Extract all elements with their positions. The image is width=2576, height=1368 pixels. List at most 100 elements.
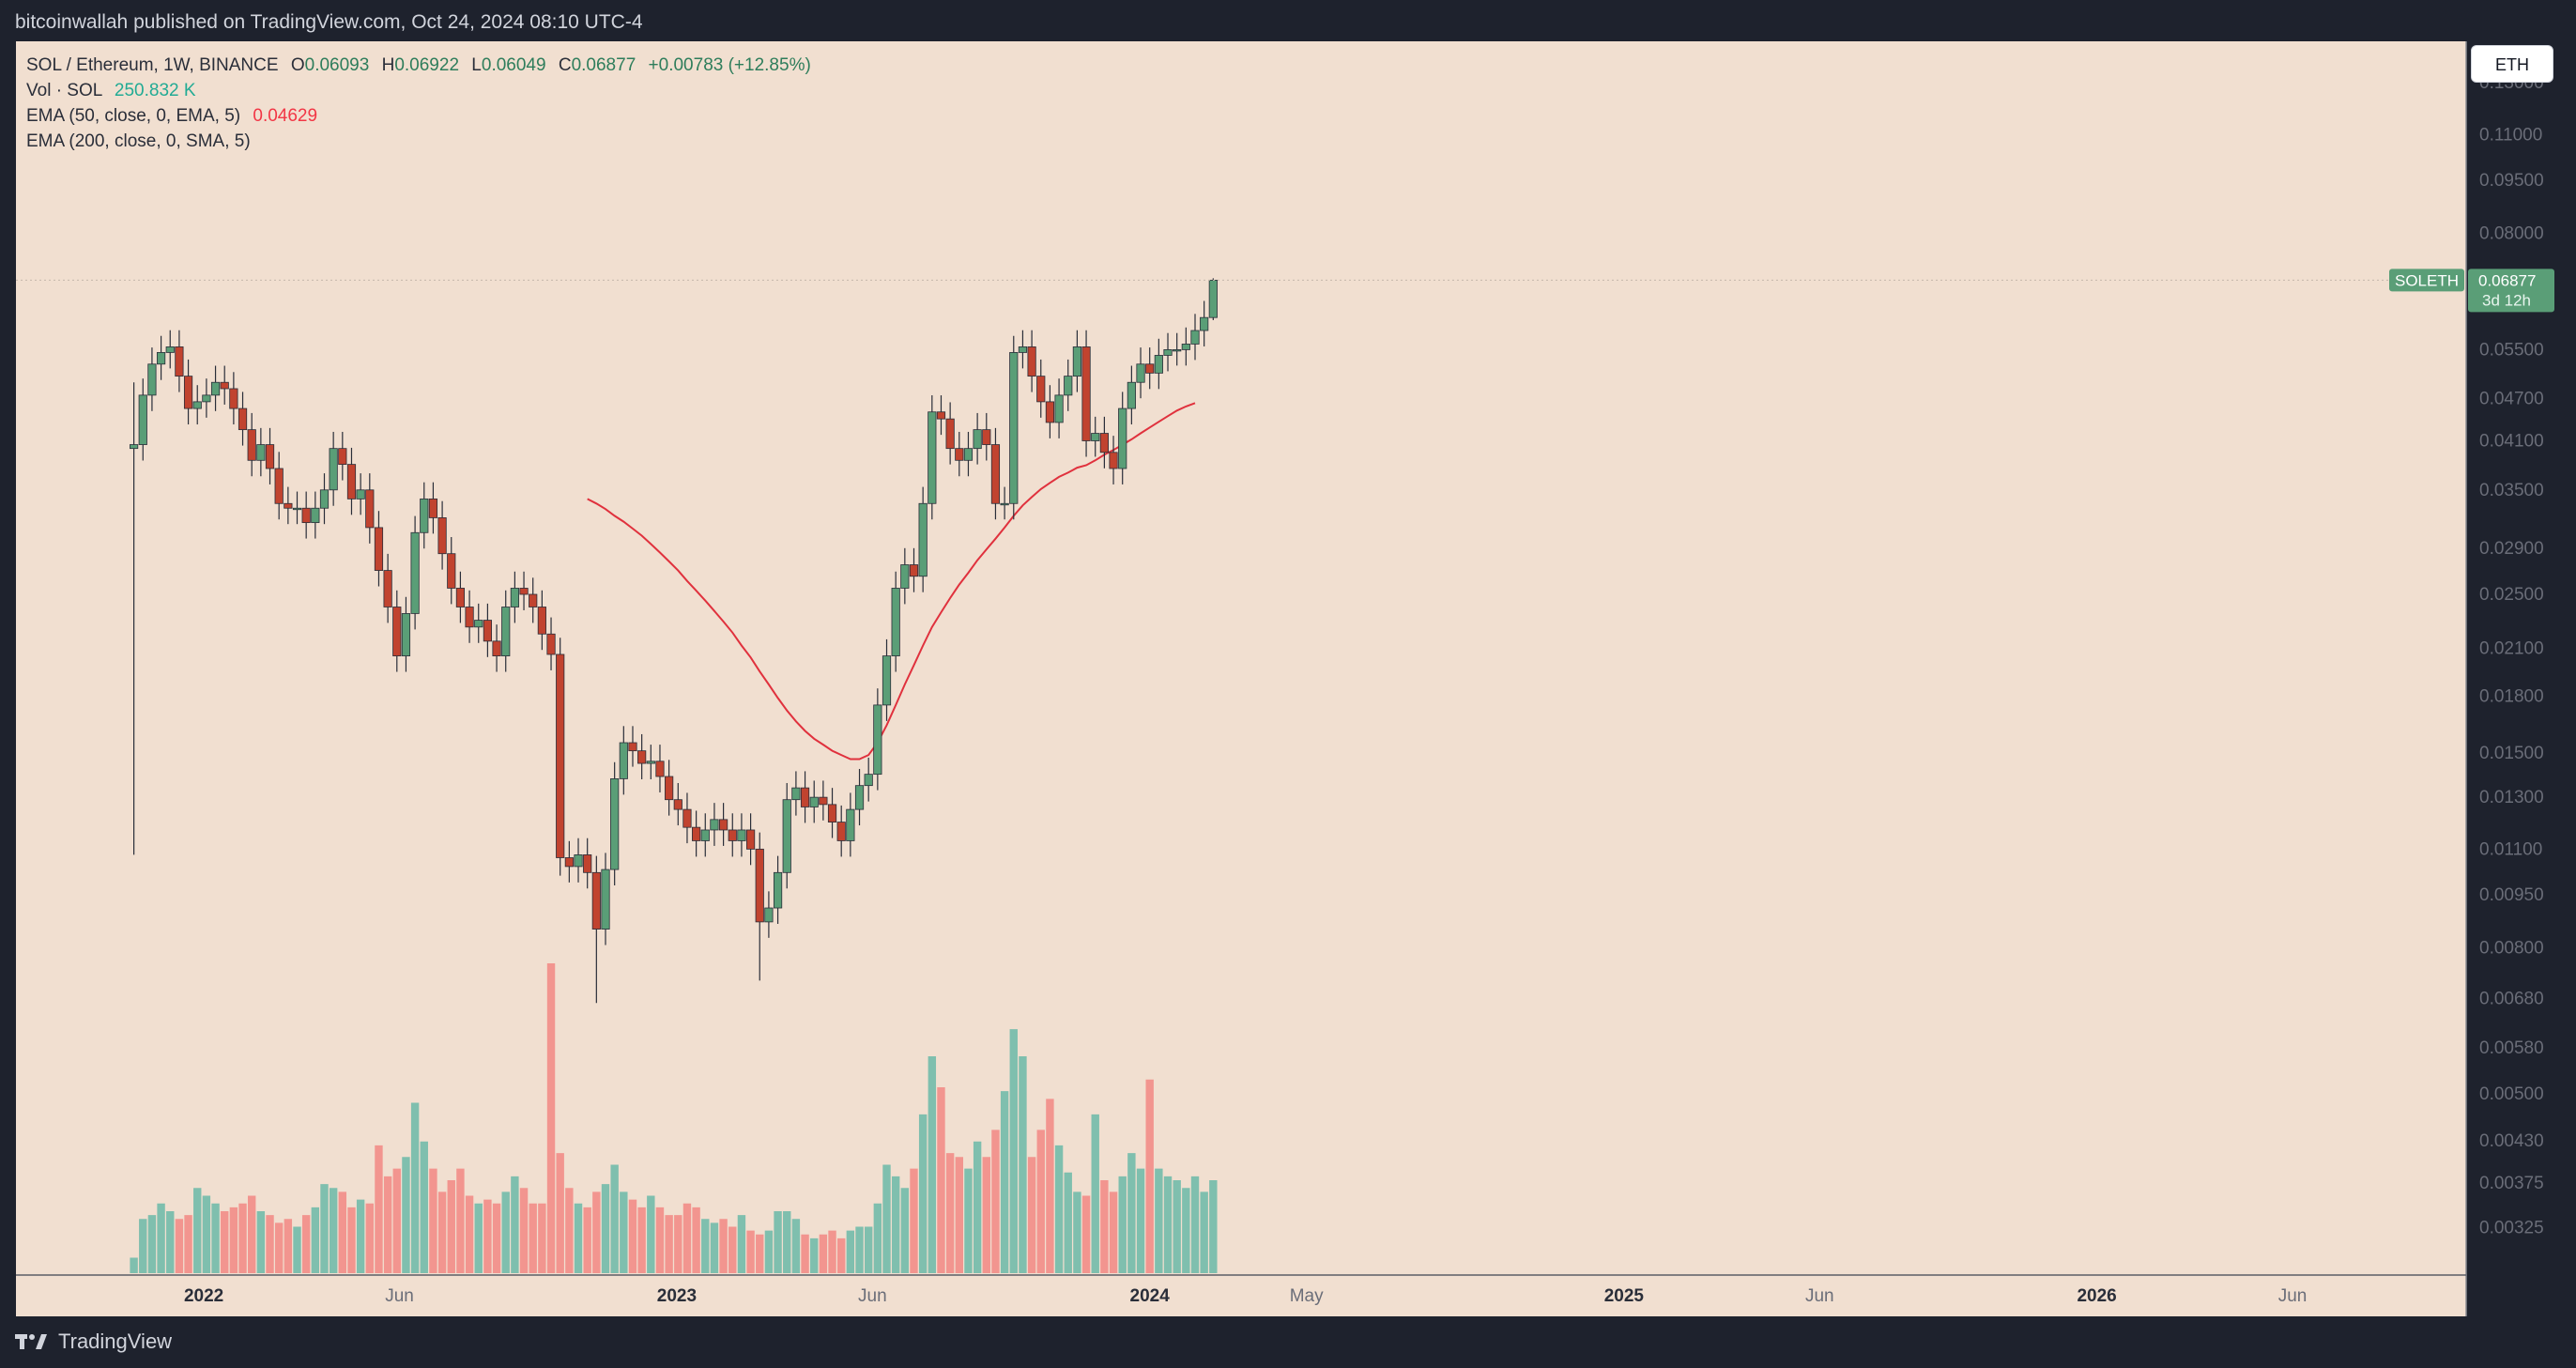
candle-body [156, 352, 166, 365]
change-value: +0.00783 (+12.85%) [648, 55, 811, 75]
volume-bar [1100, 1180, 1109, 1273]
legend-ema50-row[interactable]: EMA (50, close, 0, EMA, 5) 0.04629 [26, 103, 811, 129]
volume-bar [1155, 1168, 1163, 1273]
candle [383, 553, 392, 623]
candle [1200, 300, 1209, 346]
candle [183, 359, 193, 425]
candle [447, 537, 456, 605]
volume-bar [329, 1188, 338, 1273]
chart-area[interactable] [16, 41, 2466, 1316]
candle-body [410, 531, 420, 614]
candle-body [510, 588, 519, 607]
candle-body [601, 868, 610, 930]
candle-body [256, 444, 266, 461]
candle-body [692, 826, 701, 841]
volume-bar [592, 1191, 601, 1273]
candle-body [882, 655, 892, 706]
candle-body [873, 704, 882, 776]
candle-body [655, 761, 665, 777]
volume-bar [945, 1153, 955, 1273]
volume-bar [147, 1215, 157, 1273]
candle-body [682, 808, 692, 828]
candle [1036, 359, 1046, 418]
candle [501, 590, 511, 672]
candle-body [673, 799, 682, 810]
candle [519, 571, 529, 610]
candle [292, 491, 302, 525]
volume-bar [365, 1203, 375, 1273]
volume-bar [1000, 1091, 1009, 1273]
volume-bar [248, 1195, 256, 1273]
legend-volume-row[interactable]: Vol · SOL 250.832 K [26, 78, 811, 103]
candle [346, 447, 357, 515]
candle [365, 473, 375, 544]
candle-body [138, 394, 147, 445]
currency-button[interactable]: ETH [2471, 45, 2553, 83]
candle [574, 838, 583, 883]
candle-body [1064, 376, 1073, 396]
volume-bar [356, 1199, 365, 1273]
candle-body [1099, 433, 1109, 453]
candle-body [346, 464, 357, 500]
candle [909, 547, 919, 592]
volume-bar [311, 1207, 320, 1273]
price-tick-label: 0.08000 [2479, 224, 2544, 244]
volume-bar [628, 1199, 637, 1273]
volume-bar [1036, 1130, 1045, 1273]
candle-body [791, 787, 801, 801]
time-tick-label: 2022 [184, 1286, 223, 1306]
candle [319, 473, 330, 525]
candle [891, 571, 900, 672]
legend-ema200-row[interactable]: EMA (200, close, 0, SMA, 5) [26, 129, 811, 154]
volume-bar [674, 1215, 682, 1273]
candle-body [301, 507, 311, 524]
volume-bar [293, 1226, 301, 1273]
candle-body [1072, 346, 1082, 377]
candle [210, 365, 221, 411]
candle [420, 482, 429, 549]
candle-body [1036, 376, 1046, 403]
candle-body [529, 593, 538, 607]
candle [284, 486, 293, 525]
low-value: 0.06049 [481, 55, 546, 75]
candle-body [1173, 349, 1182, 352]
volume-bar [221, 1211, 229, 1273]
candle [990, 427, 1001, 520]
candle-body [374, 527, 384, 571]
volume-bar [456, 1168, 465, 1273]
price-tick-label: 0.00680 [2479, 989, 2544, 1008]
candle-body [183, 376, 193, 409]
legend-symbol-row[interactable]: SOL / Ethereum, 1W, BINANCE O0.06093 H0.… [26, 53, 811, 78]
candle [710, 803, 719, 846]
candle [800, 771, 810, 823]
candle-body [1000, 502, 1009, 506]
candle [1190, 314, 1200, 361]
volume-bar [202, 1195, 211, 1273]
candle-body [1208, 280, 1218, 318]
candle [138, 378, 147, 461]
candle [510, 571, 519, 623]
candle-body [846, 808, 855, 841]
volume-bar [338, 1191, 347, 1273]
candle [655, 745, 665, 792]
volume-bar [1054, 1145, 1064, 1273]
candle [773, 855, 783, 924]
candle [238, 392, 248, 446]
tradingview-logo[interactable]: TradingView [15, 1330, 172, 1354]
volume-bar [410, 1102, 420, 1273]
candle-body [519, 588, 529, 595]
candle-body [175, 346, 184, 377]
candle-body [392, 607, 402, 656]
volume-bar [855, 1226, 864, 1273]
price-tick-label: 0.02500 [2479, 585, 2544, 605]
candle-body [319, 489, 330, 509]
volume-bar [1163, 1176, 1173, 1273]
volume-bar [692, 1207, 700, 1273]
price-tick-label: 0.00375 [2479, 1174, 2544, 1193]
candle [537, 590, 546, 651]
candle-body [1136, 363, 1145, 383]
candle [130, 382, 139, 855]
candle [247, 412, 256, 477]
close-label: C [558, 55, 572, 75]
